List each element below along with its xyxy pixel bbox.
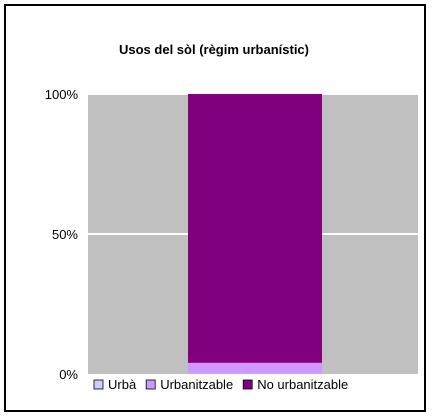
legend-swatch-urbanitzable — [145, 379, 156, 390]
bar-segments — [188, 94, 322, 374]
bar-segment-no-urbanitzable — [188, 94, 322, 363]
chart-canvas: Usos del sòl (règim urbanístic) 0% 50% 100… — [45, 42, 418, 392]
y-tick-label: 0% — [59, 367, 78, 382]
legend: Urbà Urbanitzable No urbanitzable — [93, 377, 348, 392]
legend-label-urb-: Urbà — [108, 377, 137, 392]
legend-swatch-no-urbanitzable — [242, 379, 253, 390]
y-axis-ticks: 0% 50% 100% — [45, 87, 79, 382]
chart-title: Usos del sòl (règim urbanístic) — [119, 42, 309, 57]
legend-swatch-urb- — [93, 379, 104, 390]
chart-frame: Usos del sòl (règim urbanístic) 0% 50% 100… — [4, 4, 426, 412]
legend-label-no-urbanitzable: No urbanitzable — [257, 377, 348, 392]
y-tick-label: 100% — [45, 87, 79, 102]
legend-label-urbanitzable: Urbanitzable — [160, 377, 233, 392]
y-tick-label: 50% — [52, 227, 78, 242]
bar-segment-urbanitzable — [188, 362, 322, 374]
